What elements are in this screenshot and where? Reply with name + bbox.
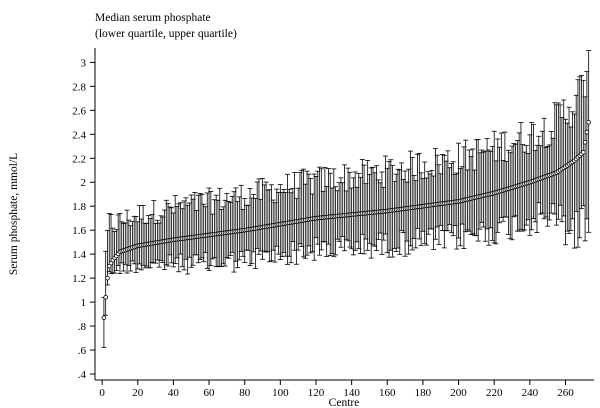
median-point	[105, 275, 110, 281]
y-tick-label: .4	[78, 369, 87, 381]
x-tick-label: 220	[486, 387, 503, 399]
chart-subtitle: (lower quartile, upper quartile)	[95, 28, 237, 40]
x-tick-label: 0	[99, 387, 105, 399]
x-tick-label: 40	[168, 387, 180, 399]
median-point	[103, 294, 108, 300]
median-point	[101, 315, 107, 320]
iqr-whiskers	[101, 50, 592, 348]
median-point	[581, 149, 586, 155]
y-tick-label: 2.2	[72, 153, 86, 165]
y-tick-label: 1.8	[72, 201, 86, 213]
x-tick-label: 140	[343, 387, 360, 399]
y-tick-label: 1.4	[72, 249, 86, 261]
y-tick-label: 2.4	[72, 129, 86, 141]
x-tick-label: 200	[450, 387, 467, 399]
x-tick-label: 240	[522, 387, 539, 399]
y-axis-label: Serum phosphate, mmol/L	[8, 153, 20, 275]
x-tick-label: 160	[379, 387, 396, 399]
y-tick-label: 2	[81, 177, 87, 189]
median-point	[586, 120, 591, 125]
x-tick-label: 260	[557, 387, 574, 399]
y-tick-label: 1	[81, 297, 87, 309]
median-markers	[101, 120, 591, 320]
x-tick-label: 60	[204, 387, 216, 399]
x-tick-label: 20	[132, 387, 144, 399]
y-tick-label: 3	[81, 57, 87, 69]
y-tick-label: 1.6	[72, 225, 86, 237]
median-point	[582, 139, 588, 145]
y-tick-label: .8	[78, 321, 87, 333]
x-ticks: 0 20 40 60 80 100 120 140 160 180 200 220 240 260	[99, 380, 574, 399]
y-ticks: .4 .6 .8 1 1.2 1.4 1.6 1.8 2 2.2 2.4 2.6 2.8 3	[72, 57, 95, 381]
y-tick-label: 2.8	[72, 81, 86, 93]
chart-title: Median serum phosphate	[95, 12, 211, 24]
y-tick-label: 2.6	[72, 105, 86, 117]
x-tick-label: 180	[415, 387, 432, 399]
median-point	[584, 129, 590, 135]
y-tick-label: .6	[78, 345, 87, 357]
x-tick-label: 80	[239, 387, 251, 399]
y-tick-label: 1.2	[72, 273, 86, 285]
x-tick-label: 120	[308, 387, 325, 399]
x-tick-label: 100	[272, 387, 289, 399]
x-axis-label: Centre	[329, 397, 360, 408]
